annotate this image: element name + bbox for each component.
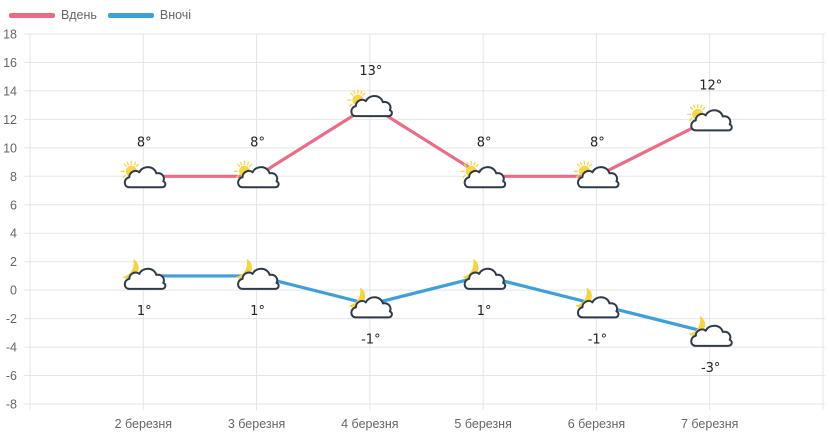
x-tick-label: 7 березня [681, 417, 738, 431]
legend-swatch-night [107, 12, 154, 18]
value-labels: 8° 8° 13° 8° 8° 12° 1° 1° -1° 1° -1° -3° [137, 64, 722, 376]
legend-item-day[interactable]: Вдень [9, 8, 97, 22]
y-tick-label: 0 [10, 284, 17, 298]
y-tick-label: 6 [10, 198, 17, 212]
legend-label-night: Вночі [159, 8, 192, 22]
value-label: -1° [588, 332, 607, 347]
y-tick-label: 16 [3, 56, 17, 70]
value-label: 12° [699, 78, 722, 93]
moon-cloud-icon [575, 287, 618, 317]
y-axis: 18 16 14 12 10 8 6 4 2 0 -2 -4 -6 -8 [3, 28, 17, 412]
moon-cloud-icon [689, 316, 732, 346]
y-tick-label: 18 [3, 28, 17, 42]
series-lines [143, 103, 711, 335]
value-label: -1° [361, 332, 380, 347]
value-label: 1° [477, 304, 492, 319]
y-tick-label: 14 [3, 84, 17, 98]
value-label: 8° [590, 135, 605, 150]
x-tick-label: 6 березня [568, 417, 625, 431]
series-line-night [143, 274, 711, 335]
x-tick-label: 5 березня [454, 417, 511, 431]
y-tick-label: -2 [6, 312, 17, 326]
y-tick-label: -6 [6, 369, 17, 383]
chart-legend: Вдень Вночі [9, 8, 202, 22]
x-axis: 2 березня 3 березня 4 березня 5 березня 6 бе… [115, 417, 739, 431]
value-label: 1° [250, 304, 265, 319]
x-tick-label: 4 березня [341, 417, 398, 431]
weather-icons [121, 90, 731, 346]
y-tick-label: 8 [10, 170, 17, 184]
value-label: 8° [477, 135, 492, 150]
moon-cloud-icon [349, 287, 392, 317]
y-tick-label: 12 [3, 113, 17, 127]
y-tick-label: 2 [10, 255, 17, 269]
y-tick-label: 10 [3, 141, 17, 155]
value-label: 1° [137, 304, 152, 319]
series-line-day [143, 103, 711, 178]
y-tick-label: -8 [6, 398, 17, 412]
moon-cloud-icon [462, 259, 505, 289]
value-label: 8° [250, 135, 265, 150]
value-label: -3° [701, 361, 720, 376]
y-tick-label: 4 [10, 227, 17, 241]
legend-swatch-day [9, 12, 55, 18]
moon-cloud-icon [122, 259, 165, 289]
value-label: 13° [359, 64, 382, 79]
legend-label-day: Вдень [61, 8, 97, 22]
x-tick-label: 3 березня [228, 417, 285, 431]
value-label: 8° [137, 135, 152, 150]
x-tick-label: 2 березня [115, 417, 172, 431]
y-tick-label: -4 [6, 341, 17, 355]
moon-cloud-icon [236, 259, 279, 289]
legend-item-night[interactable]: Вночі [107, 8, 192, 22]
